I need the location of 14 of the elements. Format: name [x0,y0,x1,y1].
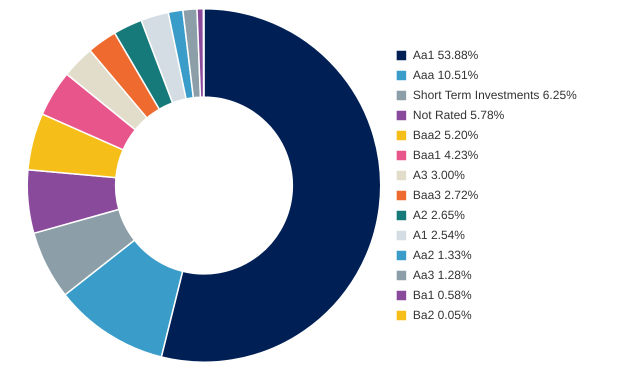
legend-label: Ba2 0.05% [412,308,472,322]
legend-label: Aaa 10.51% [412,68,479,82]
legend-label: Baa2 5.20% [412,128,479,142]
legend-label: Baa3 2.72% [412,188,479,202]
legend-label: Ba1 0.58% [412,288,472,302]
legend-label: Baa1 4.23% [412,148,479,162]
legend-label: Aa3 1.28% [412,268,472,282]
legend-label: A1 2.54% [412,228,466,242]
legend-label: Short Term Investments 6.25% [412,88,578,102]
legend-label: Aa2 1.33% [412,248,472,262]
legend-label: Not Rated 5.78% [412,108,505,122]
legend-label: Aa1 53.88% [412,48,479,62]
legend-label: A2 2.65% [412,208,466,222]
legend-label: A3 3.00% [412,168,466,182]
